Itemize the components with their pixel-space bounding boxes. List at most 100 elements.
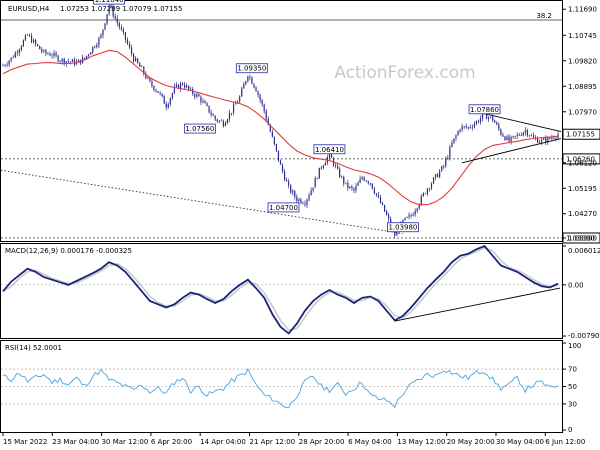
candle-body: [347, 182, 349, 188]
candle-body: [261, 100, 263, 105]
candle-body: [547, 137, 549, 143]
candle-body: [130, 47, 133, 55]
candle-body: [218, 120, 220, 122]
candle-body: [381, 203, 384, 205]
level-price-label: 1.03390: [566, 235, 595, 243]
candle-body: [445, 158, 447, 167]
candle-body: [198, 94, 200, 97]
price-annotations: 1.11840 1.09350 1.07560 1.06410 1.04700 1.039…: [93, 0, 501, 233]
candle-body: [239, 96, 241, 102]
time-tick-label: 30 Mar 12:00: [102, 438, 149, 446]
candle-body: [353, 188, 355, 191]
price-annotation-box: [93, 0, 126, 5]
candle-body: [314, 178, 316, 188]
candle-body: [71, 59, 73, 62]
candle-body: [275, 144, 278, 151]
candle-body: [257, 91, 259, 95]
candle-body: [304, 203, 306, 205]
time-tick-label: 15 Mar 2022: [3, 438, 47, 446]
candle-body: [424, 193, 426, 195]
candle-body: [235, 103, 237, 105]
current-price-label: 1.07155: [566, 131, 595, 139]
candle-body: [163, 96, 165, 104]
price-annotation-box: [387, 222, 419, 233]
candle-body: [365, 180, 367, 182]
candle-body: [41, 49, 43, 52]
candle-body: [418, 204, 420, 209]
candle-body: [465, 126, 467, 128]
candle-body: [2, 65, 4, 67]
rsi-tick-label: 100: [568, 342, 581, 350]
dotted-trendline: [0, 169, 403, 235]
time-tick-label: 21 Apr 12:00: [250, 438, 296, 446]
candle-body: [532, 135, 535, 138]
candle-body: [45, 50, 47, 54]
price-tick-label: 1.10745: [568, 32, 597, 40]
price-annotation-box: [183, 123, 216, 134]
candle-body: [210, 112, 212, 115]
price-annotation-text: 1.09350: [237, 65, 266, 73]
candle-body: [422, 193, 424, 197]
candle-body: [232, 104, 235, 113]
price-annotation-box: [235, 63, 268, 74]
moving-average: [2, 49, 559, 206]
candle-body: [175, 84, 178, 87]
candle-body: [479, 118, 482, 123]
candle-body: [12, 57, 14, 59]
long-term-trendline: [0, 169, 403, 235]
candle-body: [159, 92, 161, 94]
candle-body: [412, 214, 414, 216]
candle-body: [528, 135, 531, 136]
price-tick-label: 1.11690: [568, 6, 597, 14]
candle-body: [492, 116, 494, 121]
candle-body: [457, 131, 459, 136]
candle-body: [514, 135, 516, 137]
candle-body: [230, 112, 233, 114]
candle-body: [343, 176, 345, 184]
candle-body: [59, 61, 61, 63]
candle-body: [35, 40, 37, 45]
candle-body: [102, 29, 104, 36]
level-price-label: 1.06260: [566, 155, 595, 163]
candle-body: [369, 183, 371, 184]
candle-body: [33, 40, 35, 43]
candle-body: [145, 73, 147, 79]
candle-body: [524, 130, 526, 133]
candle-body: [100, 35, 102, 38]
candle-body: [135, 58, 137, 62]
current-price-box: [562, 128, 600, 140]
price-annotation-text: 1.03980: [388, 224, 417, 232]
candle-body: [298, 199, 300, 202]
candle-body: [194, 94, 196, 97]
candle-body: [94, 46, 96, 48]
candle-body: [220, 120, 222, 122]
candle-body: [104, 23, 106, 30]
candle-body: [496, 122, 498, 125]
candle-body: [536, 138, 539, 143]
candle-body: [143, 66, 145, 74]
candle-body: [330, 152, 333, 158]
candle-body: [249, 76, 251, 78]
candle-body: [255, 87, 257, 92]
candle-body: [520, 135, 522, 136]
candle-body: [498, 124, 500, 130]
candle-body: [494, 120, 496, 123]
candle-body: [316, 178, 318, 179]
price-axis: 1.11690 1.10745 1.09820 1.08895 1.07970 1.061…: [562, 6, 600, 243]
candle-body: [447, 157, 449, 159]
candle-body: [485, 111, 488, 119]
candle-body: [471, 127, 473, 128]
candle-body: [279, 160, 282, 165]
candle-body: [137, 58, 139, 64]
candle-body: [73, 59, 76, 65]
fib-label: 38.2: [536, 12, 552, 20]
candle-body: [500, 129, 502, 135]
candle-body: [375, 193, 378, 195]
candle-body: [488, 117, 490, 119]
macd-label: MACD(12,26,9) 0.000176 -0.000325: [5, 247, 132, 255]
candle-body: [267, 119, 269, 125]
candle-body: [8, 60, 10, 65]
candle-body: [408, 215, 410, 217]
candle-body: [504, 136, 506, 140]
price-tick-label: 1.09820: [568, 57, 597, 65]
